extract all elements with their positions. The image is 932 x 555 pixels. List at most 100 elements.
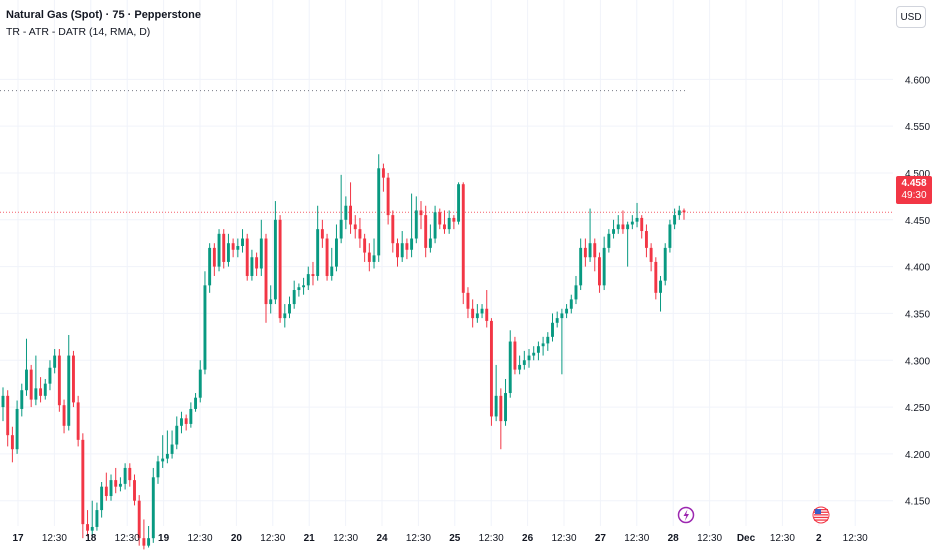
- indicator-label[interactable]: TR - ATR - DATR (14, RMA, D): [6, 26, 151, 38]
- candle-body: [165, 453, 169, 459]
- candle-body: [48, 367, 52, 384]
- candle: [424, 205, 428, 258]
- y-tick-label: 4.150: [905, 497, 930, 508]
- candle: [43, 378, 47, 400]
- candle: [541, 336, 545, 356]
- candle: [569, 294, 573, 314]
- candle-body: [245, 238, 249, 276]
- x-tick-label: 24: [376, 533, 388, 544]
- candle: [325, 233, 329, 281]
- x-tick-label: 12:30: [42, 533, 67, 544]
- candle: [612, 219, 616, 239]
- y-tick-label: 4.550: [905, 122, 930, 133]
- candle-body: [574, 285, 578, 300]
- symbol-title[interactable]: Natural Gas (Spot) · 75 · Pepperstone: [6, 9, 201, 21]
- candle-body: [367, 252, 371, 262]
- candle-body: [663, 247, 667, 281]
- candle-body: [62, 405, 66, 426]
- candle-body: [466, 292, 470, 309]
- candle: [668, 219, 672, 253]
- x-tick-label: 20: [231, 533, 243, 544]
- candle-body: [292, 290, 296, 305]
- candle: [269, 285, 273, 314]
- candle: [90, 500, 94, 537]
- candle-body: [137, 500, 141, 539]
- candle-body: [579, 247, 583, 286]
- currency-button[interactable]: USD: [896, 6, 926, 28]
- candle: [513, 336, 517, 375]
- candle-body: [53, 355, 57, 368]
- candle: [640, 215, 644, 239]
- y-tick-label: 4.450: [905, 216, 930, 227]
- candle-body: [377, 168, 381, 256]
- candle-body: [438, 212, 442, 225]
- candle: [405, 238, 409, 260]
- x-tick-label: 26: [522, 533, 534, 544]
- candle-body: [104, 486, 108, 497]
- candle: [142, 519, 146, 550]
- candle-body: [602, 247, 606, 286]
- candle: [180, 411, 183, 434]
- candle: [273, 201, 277, 305]
- candle: [330, 247, 334, 281]
- candle-body: [208, 247, 212, 286]
- candle: [532, 346, 536, 361]
- candle: [644, 224, 648, 258]
- candle: [344, 196, 348, 230]
- candle: [67, 334, 71, 431]
- candle: [147, 526, 151, 548]
- candle: [10, 426, 14, 463]
- candle-body: [640, 217, 644, 232]
- y-tick-label: 4.250: [905, 403, 930, 414]
- y-tick-label: 4.200: [905, 450, 930, 461]
- candle: [682, 208, 686, 220]
- candle-body: [494, 395, 498, 417]
- candle-body: [504, 393, 507, 422]
- candle: [433, 205, 437, 244]
- candle-body: [513, 341, 517, 370]
- candle: [259, 219, 263, 276]
- candle-body: [396, 243, 399, 258]
- candle-body: [189, 408, 193, 424]
- candle-body: [90, 526, 94, 531]
- candle: [217, 229, 221, 272]
- candle: [34, 355, 38, 406]
- candle: [334, 224, 338, 272]
- x-tick-label: 25: [449, 533, 461, 544]
- candle-body: [654, 261, 658, 293]
- candle-body: [128, 467, 132, 481]
- candle: [504, 378, 507, 426]
- candle: [654, 257, 658, 300]
- candle-body: [264, 238, 268, 305]
- candle-body: [67, 355, 71, 426]
- candle-body: [147, 538, 151, 546]
- candle-body: [499, 395, 503, 422]
- candle: [363, 233, 367, 262]
- candle: [184, 414, 188, 431]
- candle-body: [334, 238, 338, 267]
- candle: [339, 174, 343, 244]
- candle: [588, 208, 592, 262]
- candle-body: [325, 238, 329, 276]
- candle-body: [71, 355, 75, 403]
- candle-body: [316, 229, 320, 276]
- candle-body: [311, 274, 315, 276]
- candle-body: [546, 336, 550, 344]
- candle: [358, 217, 362, 248]
- candle-body: [414, 210, 418, 239]
- candle: [15, 400, 19, 454]
- candle-body: [302, 285, 306, 288]
- candle: [527, 349, 531, 368]
- y-tick-label: 4.350: [905, 309, 930, 320]
- candle: [109, 474, 113, 501]
- candle-body: [536, 346, 540, 353]
- candle-body: [386, 177, 390, 216]
- candle-body: [175, 425, 179, 445]
- candle-body: [212, 247, 216, 267]
- x-tick-label: 12:30: [479, 533, 504, 544]
- bar-countdown: 49:30: [901, 190, 927, 201]
- candle: [203, 271, 207, 375]
- candle-body: [593, 243, 597, 258]
